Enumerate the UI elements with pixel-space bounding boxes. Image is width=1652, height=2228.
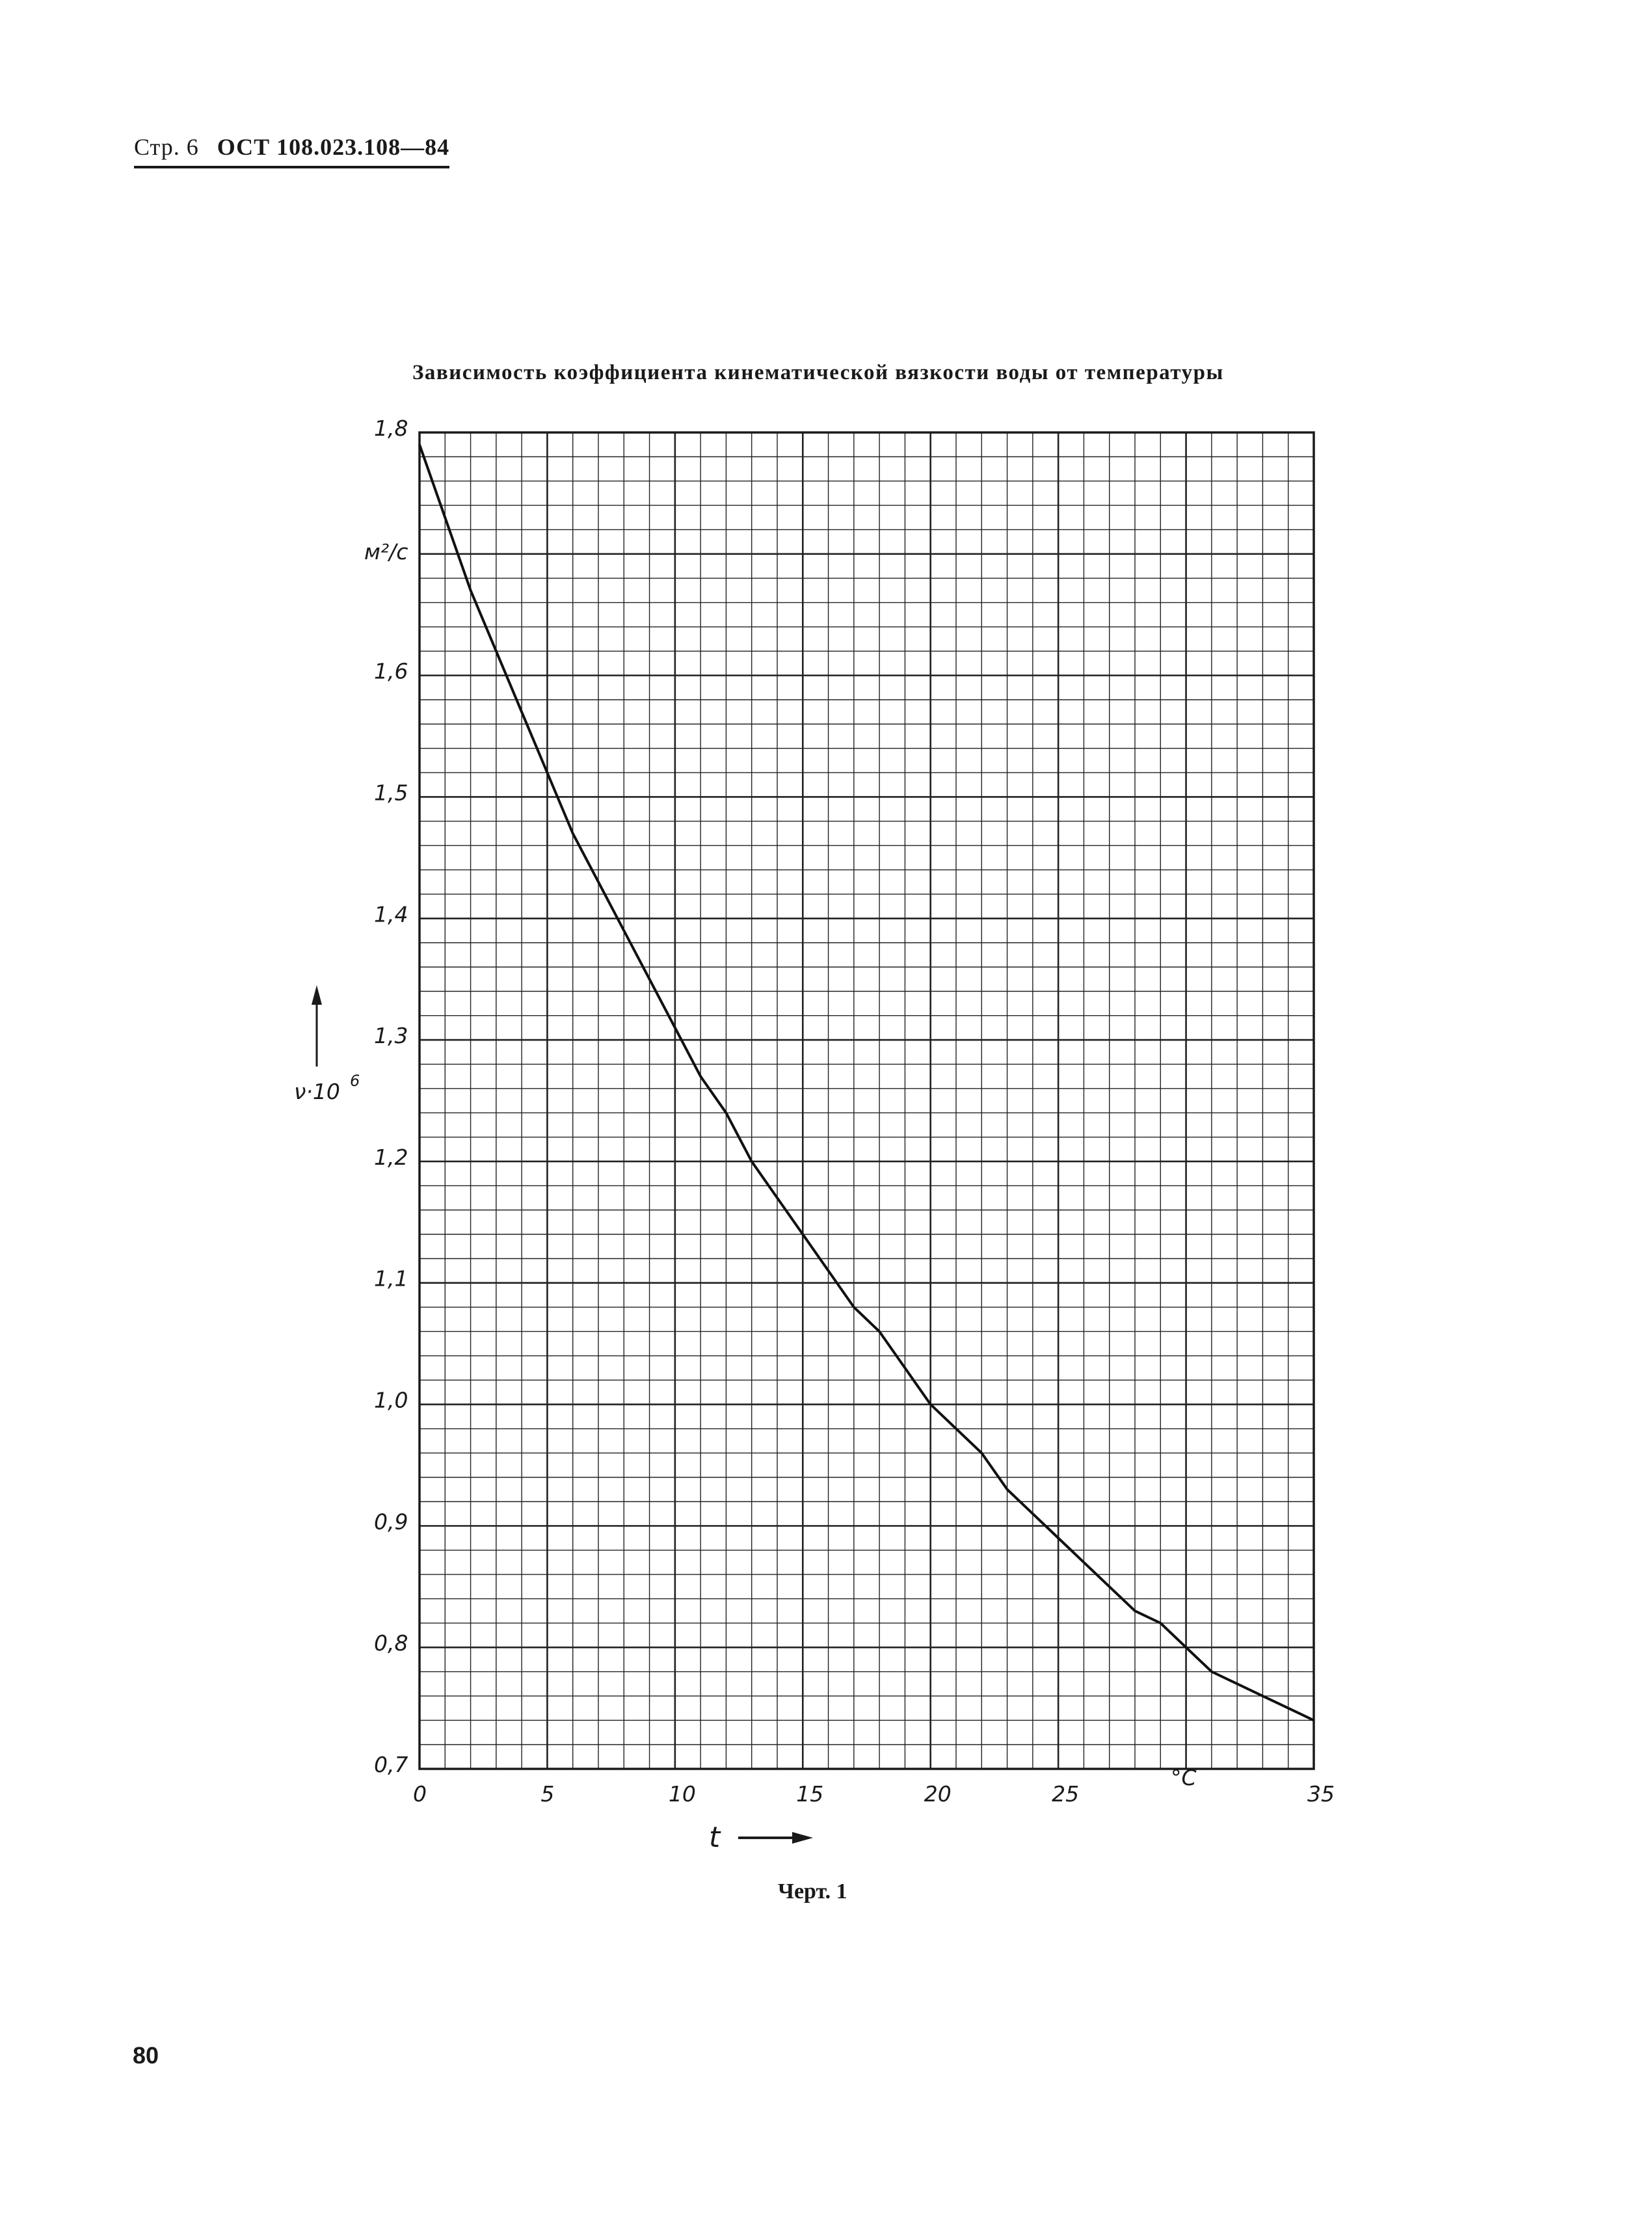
y-tick-label: 1,6 — [374, 659, 408, 684]
y-tick-label: 1,3 — [374, 1023, 408, 1048]
chart-grid — [418, 431, 1315, 1770]
x-tick-label: 0 — [413, 1781, 427, 1807]
y-axis-arrow — [312, 985, 322, 1067]
x-tick-label: 15 — [796, 1781, 823, 1807]
page-header: Стр. 6 ОСТ 108.023.108—84 — [134, 133, 450, 168]
y-tick-label: 0,7 — [374, 1752, 408, 1777]
y-tick-label: 1,4 — [374, 901, 408, 927]
y-tick-label: 0,8 — [374, 1630, 408, 1656]
standard-code: ОСТ 108.023.108—84 — [217, 134, 450, 160]
page-number: 80 — [133, 2042, 159, 2069]
chart-title: Зависимость коэффициента кинематической … — [412, 361, 1224, 384]
x-tick-label: 10 — [669, 1781, 696, 1807]
tick-labels: 0 5 10 15 20 25 35 0,7 0,8 0,9 1,0 1,1 1,2 1,3 1,4 1,5 1… — [374, 416, 1335, 1807]
x-axis-label: t — [709, 1821, 721, 1854]
y-tick-label: 1,8 — [374, 416, 408, 441]
y-tick-label: 0,9 — [374, 1509, 408, 1534]
x-tick-label: 5 — [540, 1781, 554, 1807]
y-axis-label: ν·10 — [294, 1079, 340, 1104]
y-tick-label: 1,5 — [374, 780, 408, 805]
series-line — [418, 444, 1314, 1722]
y-unit-label: м²/с — [364, 539, 408, 564]
x-axis-arrow — [738, 1832, 813, 1844]
y-tick-label: 1,2 — [374, 1145, 408, 1170]
x-tick-label: 35 — [1307, 1781, 1335, 1807]
x-unit-label: °С — [1171, 1765, 1197, 1790]
y-tick-label: 1,1 — [374, 1266, 408, 1292]
chart-frame — [418, 431, 1315, 1770]
x-tick-label: 25 — [1052, 1781, 1079, 1807]
page-label: Стр. 6 — [134, 134, 199, 160]
chart-caption: Черт. 1 — [778, 1879, 847, 1903]
y-tick-label: 1,0 — [374, 1388, 408, 1413]
y-axis-label-exponent: 6 — [350, 1072, 360, 1090]
x-tick-label: 20 — [924, 1781, 952, 1807]
